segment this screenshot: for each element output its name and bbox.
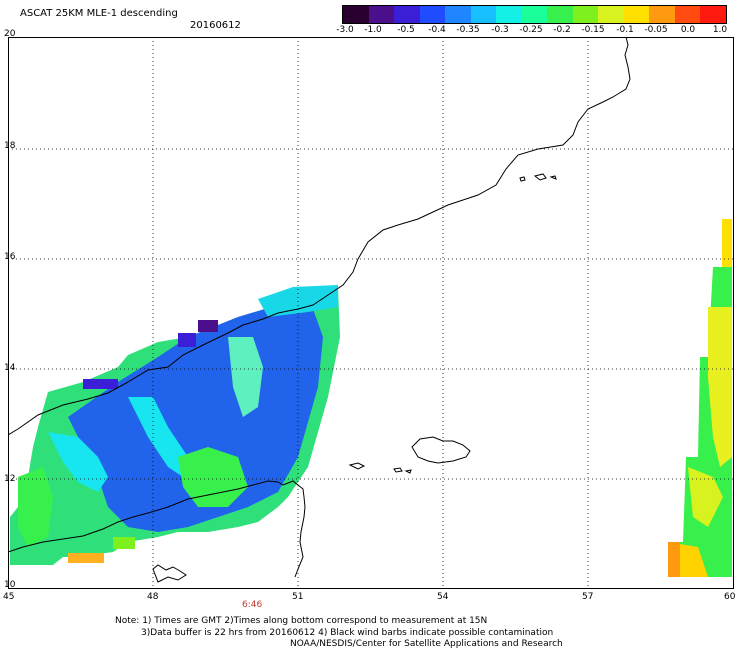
swath-orange-bottom	[68, 553, 104, 563]
colorbar	[342, 5, 727, 24]
note-line-3: NOAA/NESDIS/Center for Satellite Applica…	[290, 639, 563, 649]
lat-label-12: 12	[4, 474, 16, 484]
lat-label-16: 16	[4, 252, 16, 262]
lon-label-54: 54	[437, 592, 449, 602]
colorbar-tick-label: 0.0	[680, 25, 696, 35]
colorbar-cell	[521, 6, 548, 23]
map-title: ASCAT 25KM MLE-1 descending	[20, 8, 178, 19]
colorbar-tick-label: -0.3	[491, 25, 509, 35]
colorbar-cell	[598, 6, 624, 23]
lat-lon-grid	[8, 37, 734, 589]
swath-right-top	[722, 219, 732, 267]
swath-right-yellow	[708, 307, 732, 467]
colorbar-cell	[343, 6, 369, 23]
colorbar-tick-label: 1.0	[712, 25, 728, 35]
colorbar-tick-label: -0.05	[644, 25, 668, 35]
colorbar-ticks: -3.0 -1.0 -0.5 -0.4 -0.35 -0.3 -0.25 -0.2 -0.15 -…	[328, 25, 738, 39]
wind-swath-right	[668, 219, 732, 577]
colorbar-tick-label: -0.25	[519, 25, 543, 35]
lon-label-48: 48	[147, 592, 159, 602]
colorbar-cell	[649, 6, 675, 23]
colorbar-cell	[547, 6, 573, 23]
swath-blue-core	[68, 295, 323, 532]
lat-label-20: 20	[4, 29, 16, 39]
colorbar-cell	[496, 6, 522, 23]
lon-label-45: 45	[3, 592, 15, 602]
colorbar-cell	[700, 6, 726, 23]
colorbar-cell	[623, 6, 650, 23]
swath-cyan-streak-3	[228, 337, 263, 417]
map-canvas	[8, 37, 734, 589]
map-date: 20160612	[190, 20, 241, 31]
colorbar-cell	[368, 6, 395, 23]
swath-green-patch	[178, 447, 248, 507]
note-line-1: Note: 1) Times are GMT 2)Times along bot…	[115, 616, 488, 626]
colorbar-tick-label: -0.2	[553, 25, 571, 35]
coastline	[8, 37, 631, 583]
colorbar-tick-label: -1.0	[364, 25, 382, 35]
lon-label-51: 51	[292, 592, 304, 602]
colorbar-tick-label: -0.1	[616, 25, 634, 35]
swath-purple-1	[198, 320, 218, 332]
swath-right-orange	[668, 542, 680, 577]
wind-swath-left	[10, 285, 340, 565]
swath-purple-2	[178, 333, 196, 347]
colorbar-tick-label: -0.35	[456, 25, 480, 35]
time-label: 6:46	[242, 600, 263, 610]
colorbar-cell	[394, 6, 420, 23]
swath-cyan-streak-2	[128, 397, 188, 477]
colorbar-cell	[470, 6, 497, 23]
swath-purple-3	[83, 379, 118, 389]
colorbar-cell	[572, 6, 599, 23]
lon-label-57: 57	[582, 592, 594, 602]
lat-label-10: 10	[4, 580, 16, 590]
lon-label-60: 60	[724, 592, 736, 602]
lat-label-14: 14	[4, 363, 16, 373]
swath-right-yellow-2	[688, 467, 723, 527]
swath-green-west	[18, 467, 53, 547]
note-line-2: 3)Data buffer is 22 hrs from 20160612 4)…	[141, 628, 554, 638]
colorbar-tick-label: -0.5	[397, 25, 415, 35]
colorbar-cell	[419, 6, 446, 23]
colorbar-cell	[445, 6, 471, 23]
colorbar-cell	[674, 6, 701, 23]
colorbar-tick-label: -0.4	[428, 25, 446, 35]
swath-lime-bottom	[113, 537, 135, 549]
colorbar-tick-label: -0.15	[581, 25, 605, 35]
lat-label-18: 18	[4, 141, 16, 151]
swath-cyan-streak-1	[48, 432, 108, 492]
map-frame	[8, 37, 734, 589]
colorbar-tick-label: -3.0	[336, 25, 354, 35]
